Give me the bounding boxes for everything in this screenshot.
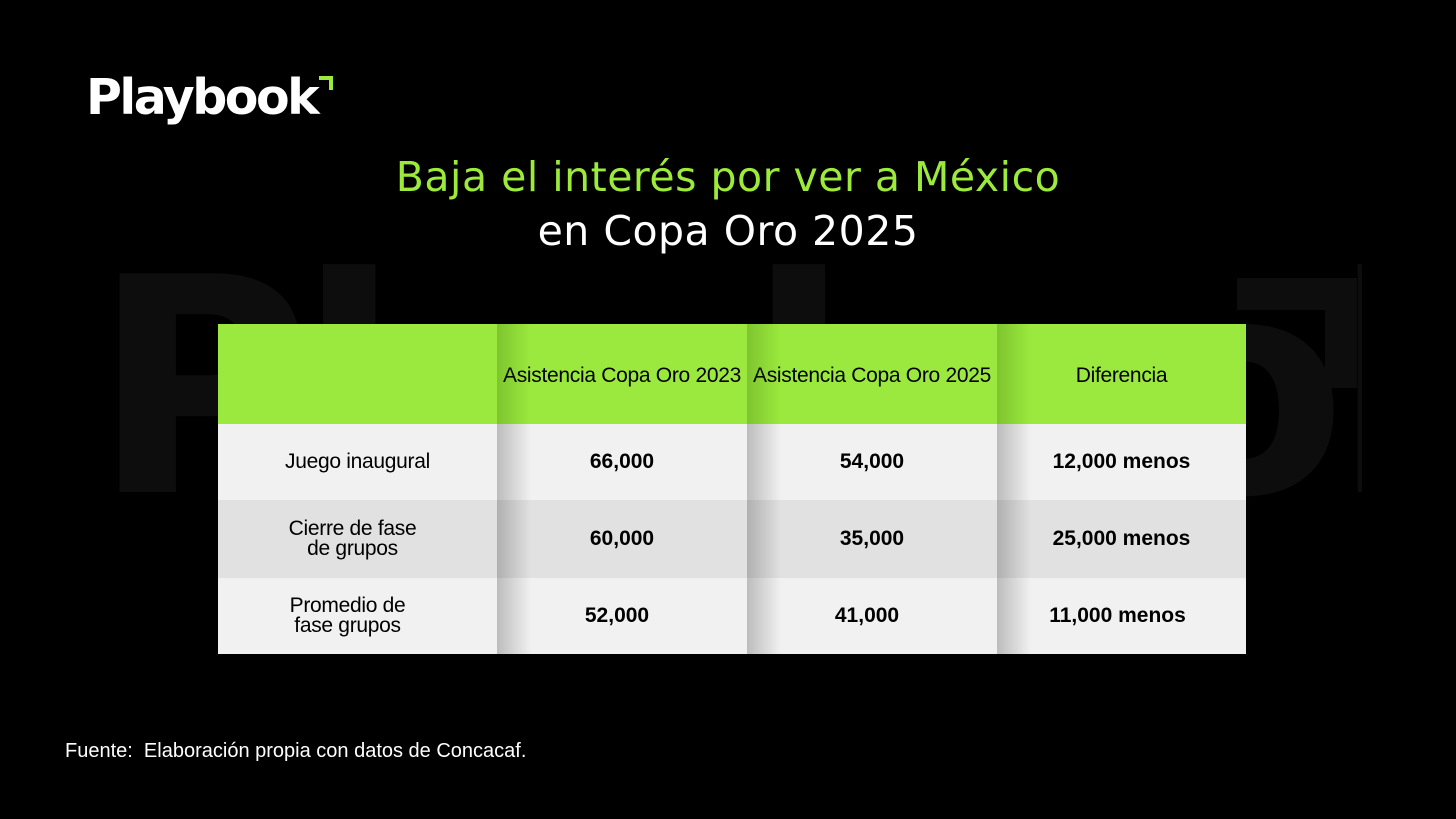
- value-2025: 41,000: [747, 578, 997, 654]
- attendance-table: Asistencia Copa Oro 2023 Asistencia Copa…: [218, 324, 1246, 654]
- value-diferencia: 12,000 menos: [997, 424, 1246, 500]
- table-row: Juego inaugural 66,000 54,000 12,000 men…: [218, 424, 1246, 500]
- header-cell-empty: [218, 324, 497, 424]
- row-label: Cierre de fase de grupos: [288, 517, 417, 560]
- value-2025: 35,000: [747, 500, 997, 578]
- row-label: Juego inaugural: [285, 450, 430, 473]
- value-2025: 54,000: [747, 424, 997, 500]
- playbook-logo: Playbook: [86, 69, 334, 132]
- source-note: Fuente: Elaboración propia con datos de …: [65, 740, 527, 762]
- header-cell-2025: Asistencia Copa Oro 2025: [747, 324, 997, 424]
- chart-title: Baja el interés por ver a México en Copa…: [0, 150, 1456, 258]
- value-2023: 66,000: [497, 424, 747, 500]
- title-line-1: Baja el interés por ver a México: [395, 153, 1061, 201]
- row-label: Promedio de fase grupos: [289, 594, 406, 637]
- value-2023: 52,000: [497, 578, 747, 654]
- header-cell-2023: Asistencia Copa Oro 2023: [497, 324, 747, 424]
- table-row: Cierre de fase de grupos 60,000 35,000 2…: [218, 500, 1246, 578]
- value-2023: 60,000: [497, 500, 747, 578]
- title-line-2: en Copa Oro 2025: [537, 207, 919, 255]
- logo-wordmark: Playbook: [86, 69, 320, 126]
- table-row: Promedio de fase grupos 52,000 41,000 11…: [218, 578, 1246, 654]
- value-diferencia: 25,000 menos: [997, 500, 1246, 578]
- table-header-row: Asistencia Copa Oro 2023 Asistencia Copa…: [218, 324, 1246, 424]
- header-cell-diferencia: Diferencia: [997, 324, 1246, 424]
- arrow-corner-icon: [319, 76, 334, 90]
- value-diferencia: 11,000 menos: [997, 578, 1246, 654]
